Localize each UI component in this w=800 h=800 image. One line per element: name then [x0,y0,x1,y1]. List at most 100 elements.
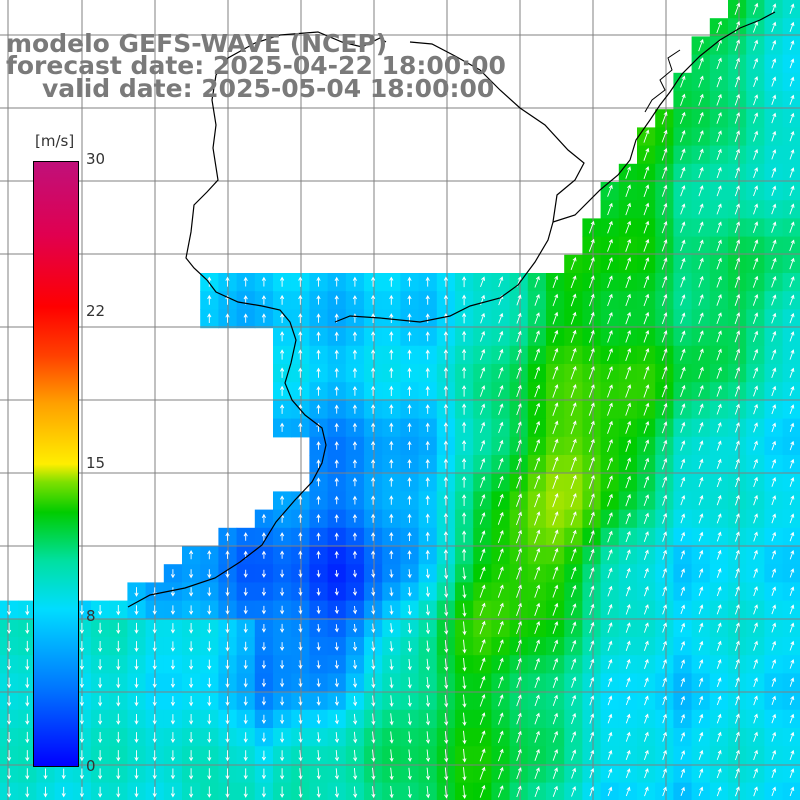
wind-arrow [771,185,777,196]
wind-arrow [189,587,194,597]
wind-arrow [261,295,266,305]
wind-arrow [444,640,449,654]
wind-arrow [589,548,595,561]
wind-arrow [534,275,540,288]
wind-arrow [298,605,303,615]
wind-arrow [753,531,758,542]
wind-arrow [280,623,285,633]
wind-arrow [680,75,686,88]
wind-arrow [116,622,121,635]
wind-arrow [552,420,559,435]
wind-arrow [552,584,559,598]
wind-arrow [643,549,649,560]
wind-arrow [752,294,759,306]
wind-arrow [643,311,650,325]
wind-arrow [753,494,758,506]
wind-arrow [789,749,795,760]
wind-arrow [280,532,285,541]
wind-arrow [352,295,357,305]
wind-arrow [516,566,522,580]
wind-arrow [789,440,795,451]
wind-arrow [607,457,613,471]
wind-arrow [771,731,777,742]
wind-arrow [261,624,266,633]
wind-arrow [789,385,795,396]
wind-arrow [225,276,230,287]
wind-arrow [680,531,686,542]
wind-arrow [444,586,449,598]
wind-arrow [261,714,266,725]
wind-arrow [661,148,668,161]
wind-arrow [389,713,394,726]
wind-arrow [515,529,522,544]
wind-arrow [625,202,631,216]
wind-arrow [771,58,777,69]
wind-arrow [334,331,339,341]
wind-arrow [116,768,121,780]
wind-arrow [570,347,577,362]
wind-arrow [516,676,522,689]
wind-arrow [516,475,522,489]
wind-arrow [607,567,613,579]
wind-arrow [316,349,321,360]
wind-arrow [316,513,321,523]
wind-arrow [389,641,394,652]
wind-arrow [588,493,595,508]
wind-arrow [753,622,758,633]
wind-arrow [334,276,339,287]
wind-arrow [644,713,649,724]
wind-arrow [316,441,321,450]
wind-arrow [643,622,649,633]
wind-arrow [425,385,430,396]
wind-arrow [389,495,394,505]
wind-arrow [189,732,194,744]
wind-arrow [389,276,394,287]
wind-arrow [534,584,541,598]
wind-arrow [7,695,12,707]
wind-arrow [298,532,303,541]
wind-arrow [462,639,467,654]
wind-arrow [534,785,540,798]
wind-arrow [225,786,230,798]
wind-arrow [680,495,686,506]
colorbar-tick: 22 [86,302,106,320]
wind-arrow [771,149,777,160]
wind-arrow [353,713,358,725]
wind-arrow [771,257,777,270]
wind-arrow [588,384,595,398]
wind-arrow [389,550,394,559]
wind-arrow [353,749,358,762]
wind-arrow [662,659,667,669]
wind-arrow [389,458,394,469]
wind-arrow [516,712,522,725]
wind-arrow [189,569,194,579]
wind-arrow [698,586,704,596]
wind-arrow [680,622,686,633]
wind-arrow [680,312,686,324]
wind-arrow [371,713,376,726]
wind-arrow [498,403,504,415]
wind-arrow [334,422,339,432]
wind-arrow [243,605,248,615]
wind-arrow [280,768,285,780]
wind-arrow [389,385,394,396]
wind-arrow [225,678,230,688]
wind-arrow [534,639,540,653]
wind-arrow [298,385,303,396]
wind-arrow [444,749,449,763]
wind-arrow [280,678,285,688]
wind-arrow [371,695,376,707]
wind-arrow [643,129,650,143]
wind-arrow [643,512,649,525]
wind-arrow [243,678,248,688]
wind-arrow [479,693,486,707]
wind-arrow [25,786,30,798]
wind-arrow [680,93,686,106]
wind-arrow [734,293,741,306]
wind-arrow [753,786,758,797]
wind-arrow [589,768,595,779]
wind-arrow [752,330,759,343]
wind-arrow [98,605,103,616]
wind-arrow [734,494,740,506]
wind-arrow [771,39,777,51]
